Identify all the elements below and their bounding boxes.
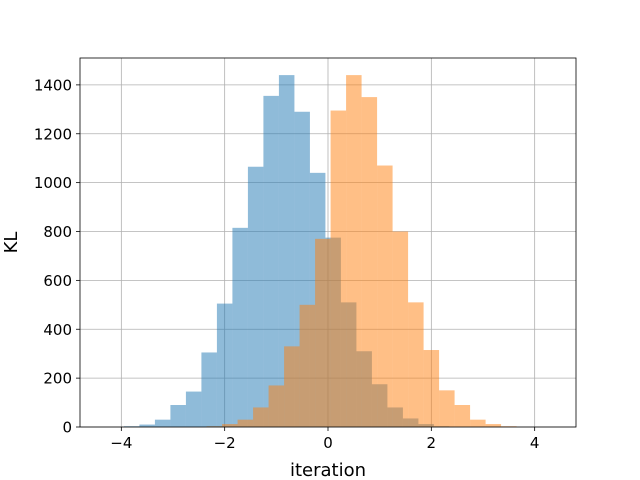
- y-tick-label: 600: [43, 272, 72, 290]
- histogram-bar-series-1: [185, 391, 202, 427]
- histogram-bar-series-2: [377, 165, 393, 427]
- y-tick-label: 400: [43, 321, 72, 339]
- y-tick-label: 200: [43, 370, 72, 388]
- histogram-bar-series-2: [222, 424, 238, 427]
- y-axis-label: KL: [1, 232, 22, 254]
- histogram-bar-series-2: [439, 390, 455, 427]
- y-tick-label: 0: [62, 419, 72, 437]
- x-tick-label: 0: [323, 434, 333, 452]
- histogram-bar-series-2: [408, 302, 424, 427]
- histogram-bar-series-2: [268, 385, 285, 427]
- histogram-bar-series-2: [237, 419, 254, 427]
- y-tick-label: 1200: [34, 125, 72, 143]
- histogram-bar-series-1: [154, 419, 171, 427]
- histogram-bar-series-2: [284, 346, 300, 427]
- histogram-bar-series-1: [139, 424, 155, 427]
- histogram-bar-series-2: [485, 424, 502, 427]
- histogram-bar-series-2: [299, 304, 316, 427]
- histogram-bar-series-2: [470, 419, 486, 427]
- histogram-bar-series-2: [253, 407, 269, 427]
- histogram-bar-series-2: [423, 350, 440, 427]
- histogram-bar-series-2: [392, 231, 409, 427]
- histogram-bar-series-1: [278, 75, 295, 427]
- histogram-bar-series-1: [232, 227, 248, 427]
- x-tick-label: 2: [427, 434, 437, 452]
- histogram-bar-series-1: [263, 95, 279, 427]
- histogram-bar-series-1: [201, 352, 217, 427]
- y-tick-label: 1400: [34, 76, 72, 94]
- x-tick-label: 4: [530, 434, 540, 452]
- x-axis-label: iteration: [290, 460, 366, 480]
- histogram-bar-series-2: [330, 110, 347, 427]
- x-tick-label: −4: [110, 434, 132, 452]
- y-tick-label: 1000: [34, 174, 72, 192]
- histogram-bar-series-2: [454, 405, 471, 427]
- histogram-bar-series-2: [346, 75, 362, 427]
- histogram-bar-series-2: [361, 97, 378, 427]
- histogram-bar-series-1: [247, 166, 264, 427]
- y-tick-label: 800: [43, 223, 72, 241]
- histogram-bar-series-2: [315, 238, 331, 427]
- histogram-bar-series-1: [170, 405, 186, 427]
- x-tick-label: −2: [214, 434, 236, 452]
- histogram-bars: [123, 75, 517, 427]
- histogram-bar-series-1: [216, 303, 233, 427]
- axis-ticks: −4 −2 0 2 4 0 200 400 600 800 1000 1200 1400: [34, 76, 540, 452]
